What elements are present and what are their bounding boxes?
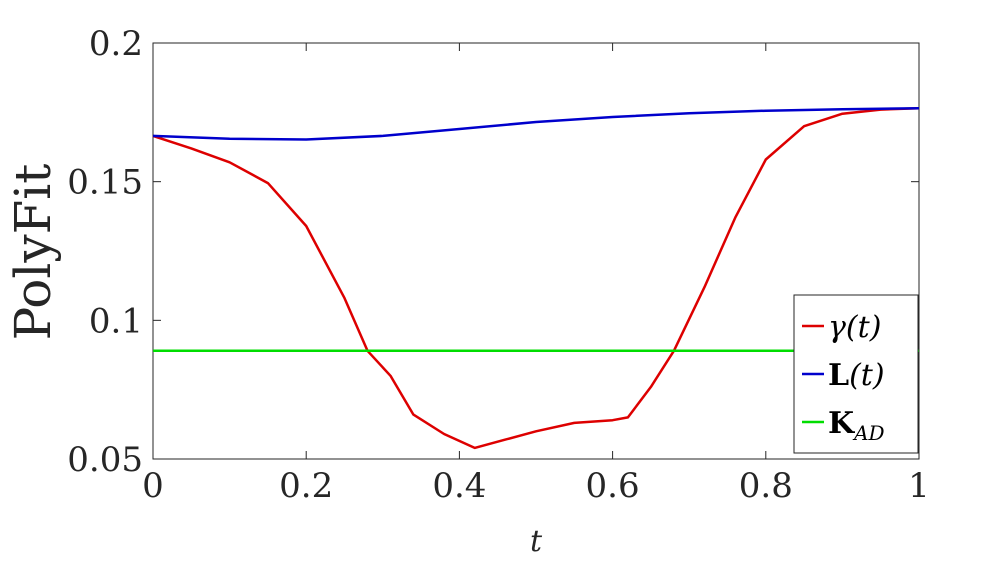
x-tick-label: 0.4	[432, 466, 486, 506]
series-lines	[152, 106, 920, 450]
x-tick-label: 0.8	[739, 466, 793, 506]
tick-label-group: 0 0.2 0.4 0.6 0.8 1 0.05 0.1 0.15 0.2	[67, 24, 930, 506]
y-tick-label: 0.15	[67, 163, 143, 203]
legend: γ(t) L(t) KAD	[793, 294, 919, 454]
x-tick-label: 0.2	[279, 466, 333, 506]
tick-group	[152, 42, 920, 460]
y-tick-label: 0.2	[89, 24, 143, 64]
plot-area	[152, 42, 920, 460]
y-axis-label: PolyFit	[4, 164, 62, 341]
x-tick-label: 0	[142, 466, 164, 506]
series-line-gamma	[152, 106, 920, 450]
x-tick-label: 1	[908, 466, 930, 506]
x-axis-label: t	[530, 524, 543, 559]
x-tick-label: 0.6	[586, 466, 640, 506]
y-tick-label: 0.05	[67, 440, 143, 480]
legend-entries: γ(t) L(t) KAD	[802, 310, 885, 445]
y-tick-label: 0.1	[89, 301, 143, 341]
legend-label-k-ad: KAD	[828, 406, 885, 445]
legend-label-l: L(t)	[828, 358, 885, 393]
legend-label-gamma: γ(t)	[828, 310, 881, 345]
series-line-l	[152, 106, 920, 141]
